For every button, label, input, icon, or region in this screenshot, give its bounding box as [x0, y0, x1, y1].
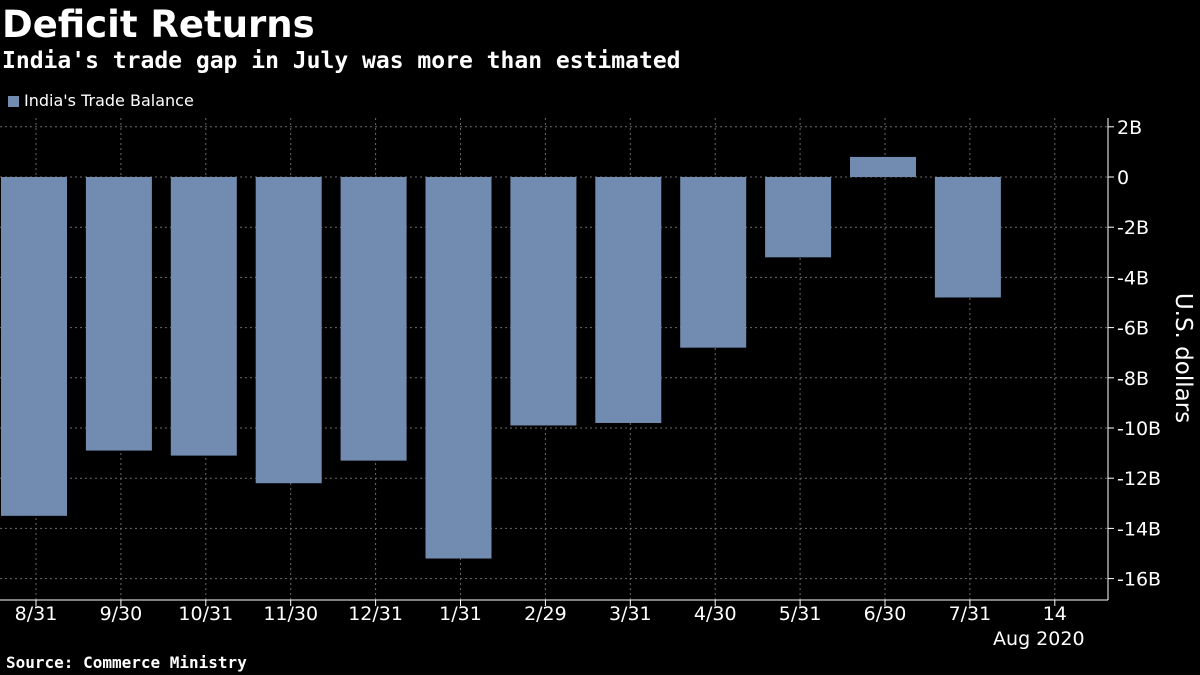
legend-label: India's Trade Balance [24, 91, 194, 110]
bar-9-30 [85, 177, 152, 451]
bars [1, 156, 1001, 559]
chart-title: Deficit Returns [2, 3, 315, 46]
bar-11-30 [255, 177, 322, 484]
legend: India's Trade Balance [8, 90, 194, 112]
x-tick-label: 12/31 [348, 603, 403, 625]
y-tick-label: -14B [1117, 518, 1161, 540]
bar-5-31 [765, 177, 832, 258]
y-tick-label: -10B [1117, 418, 1161, 440]
x-axis-sublabel: Aug 2020 [993, 628, 1085, 650]
x-tick-label: 5/31 [779, 603, 822, 625]
bar-3-31 [595, 177, 662, 423]
x-tick-label: 1/31 [439, 603, 482, 625]
bar-12-31 [340, 177, 407, 461]
bar-6-30 [850, 156, 916, 177]
legend-swatch [8, 95, 19, 107]
y-tick-label: -6B [1117, 318, 1149, 340]
x-tick-label: 9/30 [100, 603, 143, 625]
bar-8-31 [1, 177, 67, 516]
y-tick-label: -4B [1117, 267, 1149, 289]
x-tick-label: 11/30 [263, 603, 318, 625]
x-tick-label: 6/30 [864, 603, 907, 625]
bar-4-30 [680, 177, 747, 348]
y-axis-label: U.S. dollars [1170, 293, 1196, 423]
y-tick-label: 0 [1117, 167, 1129, 189]
x-tick-label: 2/29 [524, 603, 567, 625]
x-tick-label: 8/31 [15, 603, 58, 625]
y-tick-label: -8B [1117, 368, 1149, 390]
bar-10-31 [170, 177, 237, 456]
y-tick-label: -2B [1117, 217, 1149, 239]
bar-2-29 [510, 177, 577, 426]
x-tick-label: 3/31 [609, 603, 652, 625]
x-tick-label: 4/30 [694, 603, 737, 625]
bar-1-31 [425, 177, 492, 559]
x-tick-label: 10/31 [178, 603, 233, 625]
axes: 2B 0 -2B -4B -6B -8B -10B -12B -14B -16B 8/31 9/30 1… [0, 117, 1196, 650]
x-tick-label: 14 [1043, 603, 1067, 625]
source-note: Source: Commerce Ministry [6, 653, 247, 672]
y-tick-label: 2B [1117, 117, 1142, 139]
chart-subtitle: India's trade gap in July was more than … [2, 48, 681, 74]
x-tick-label: 7/31 [949, 603, 992, 625]
y-tick-label: -16B [1117, 569, 1161, 591]
bar-7-31 [934, 177, 1001, 298]
y-tick-label: -12B [1117, 468, 1161, 490]
